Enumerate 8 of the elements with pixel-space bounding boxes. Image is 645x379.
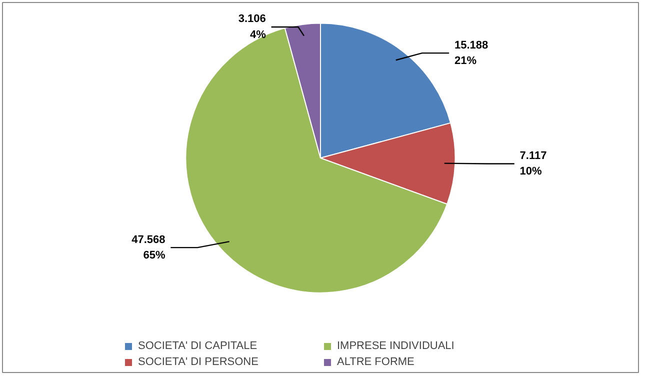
legend-label: SOCIETA' DI CAPITALE (138, 340, 258, 352)
data-label: 3.106 4% (238, 13, 266, 41)
data-label: 47.568 65% (132, 234, 166, 262)
data-label: 15.188 21% (454, 39, 488, 67)
legend-label: ALTRE FORME (336, 356, 416, 368)
data-label: 7.117 10% (520, 150, 547, 178)
legend-label: SOCIETA' DI PERSONE (138, 356, 260, 368)
legend-label: IMPRESE INDIVIDUALI (336, 340, 456, 352)
